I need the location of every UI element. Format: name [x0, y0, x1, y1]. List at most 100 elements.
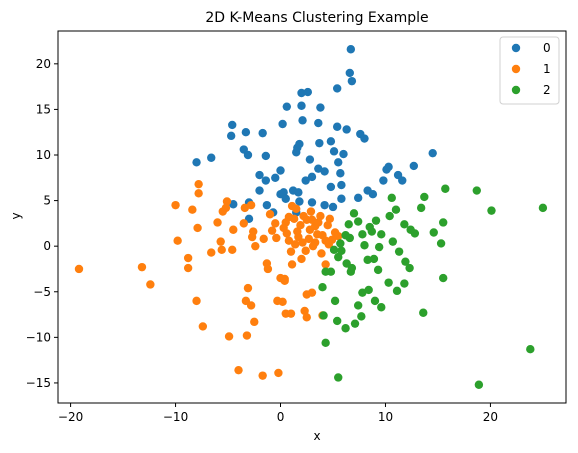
point-series-1-40 — [271, 219, 280, 228]
point-series-2-25 — [360, 241, 369, 250]
point-series-0-10 — [226, 131, 236, 141]
point-series-2-55 — [419, 308, 428, 317]
point-series-1-42 — [278, 297, 287, 306]
point-series-0-7 — [297, 101, 306, 110]
point-series-1-24 — [239, 219, 248, 228]
point-series-1-34 — [250, 317, 259, 327]
point-series-2-38 — [346, 267, 356, 276]
point-series-0-27 — [326, 137, 336, 146]
point-series-2-57 — [357, 312, 366, 321]
point-series-2-62 — [365, 222, 374, 232]
point-series-1-84 — [304, 234, 314, 244]
point-series-2-35 — [329, 245, 339, 255]
point-series-1-31 — [243, 283, 253, 293]
point-series-1-88 — [272, 233, 281, 243]
legend-marker-1 — [511, 64, 521, 74]
point-series-1-18 — [216, 237, 225, 246]
point-series-0-30 — [329, 147, 339, 156]
y-tick-label: −5 — [33, 285, 51, 299]
point-series-1-77 — [317, 249, 326, 258]
point-series-1-90 — [279, 223, 288, 233]
point-series-2-23 — [369, 254, 379, 264]
point-series-2-4 — [439, 218, 448, 227]
point-series-1-94 — [327, 235, 337, 244]
point-series-1-29 — [251, 241, 260, 251]
point-series-1-33 — [242, 331, 252, 340]
point-series-0-50 — [326, 182, 336, 192]
point-series-0-0 — [346, 45, 356, 54]
point-series-2-53 — [392, 286, 402, 296]
chart-title: 2D K-Means Clustering Example — [205, 10, 428, 26]
point-series-1-3 — [171, 200, 180, 210]
x-tick-label: 10 — [378, 410, 393, 424]
point-series-0-56 — [294, 188, 303, 197]
point-series-2-3 — [441, 184, 450, 193]
legend-label-2: 2 — [543, 83, 551, 97]
point-series-0-38 — [384, 162, 393, 172]
point-series-1-20 — [228, 245, 237, 255]
point-series-1-4 — [173, 236, 182, 245]
point-series-1-68 — [302, 313, 311, 322]
legend-label-1: 1 — [543, 62, 551, 76]
point-series-1-92 — [314, 218, 323, 227]
point-series-0-16 — [332, 122, 342, 131]
point-series-2-63 — [345, 233, 354, 243]
point-series-0-43 — [379, 176, 388, 185]
point-series-1-26 — [246, 200, 256, 210]
point-series-2-27 — [358, 230, 367, 239]
point-series-2-41 — [318, 283, 327, 292]
point-series-2-32 — [336, 239, 345, 248]
point-series-0-5 — [332, 84, 342, 93]
point-series-0-67 — [368, 190, 378, 199]
point-series-2-11 — [406, 225, 415, 234]
point-series-1-14 — [213, 218, 222, 227]
point-series-1-36 — [259, 234, 268, 244]
point-series-1-91 — [289, 214, 299, 224]
point-series-0-49 — [307, 172, 317, 182]
point-series-2-48 — [353, 301, 363, 310]
y-tick-label: 0 — [43, 239, 51, 253]
point-series-1-22 — [224, 332, 234, 341]
y-axis-label: y — [9, 212, 23, 219]
point-series-2-33 — [337, 246, 346, 255]
point-series-2-45 — [321, 338, 330, 348]
point-series-1-2 — [146, 280, 155, 289]
point-series-1-32 — [246, 301, 256, 310]
point-series-2-49 — [364, 285, 373, 295]
point-series-1-73 — [316, 211, 325, 221]
point-series-1-59 — [296, 221, 305, 230]
point-series-2-60 — [526, 345, 535, 354]
point-series-1-28 — [247, 232, 257, 242]
point-series-0-22 — [261, 151, 271, 161]
point-series-0-61 — [295, 197, 304, 206]
point-series-0-26 — [315, 138, 324, 148]
point-series-2-34 — [334, 252, 343, 262]
y-tick-label: 10 — [36, 148, 51, 162]
point-series-0-36 — [336, 169, 345, 178]
point-series-0-9 — [228, 120, 237, 130]
x-tick-label: 0 — [277, 410, 285, 424]
point-series-1-35 — [258, 371, 267, 380]
point-series-2-16 — [391, 205, 401, 214]
point-series-0-8 — [316, 103, 325, 112]
point-series-2-6 — [429, 228, 438, 237]
plot-border — [57, 30, 567, 404]
point-series-2-15 — [394, 247, 404, 256]
legend: 0 1 2 — [499, 36, 560, 105]
point-series-0-13 — [278, 119, 287, 129]
point-series-1-87 — [298, 238, 307, 247]
point-series-1-67 — [300, 306, 309, 316]
point-series-0-59 — [262, 200, 272, 210]
y-tick-label: −15 — [26, 376, 51, 390]
point-series-2-28 — [353, 217, 363, 226]
point-series-0-19 — [192, 158, 201, 167]
point-series-2-59 — [474, 380, 484, 389]
legend-label-0: 0 — [543, 41, 551, 55]
point-series-0-14 — [298, 116, 307, 125]
point-series-2-19 — [377, 230, 386, 239]
point-series-2-58 — [341, 324, 350, 333]
point-series-1-46 — [280, 274, 289, 284]
point-series-2-7 — [439, 273, 448, 283]
point-series-0-70 — [353, 193, 363, 203]
